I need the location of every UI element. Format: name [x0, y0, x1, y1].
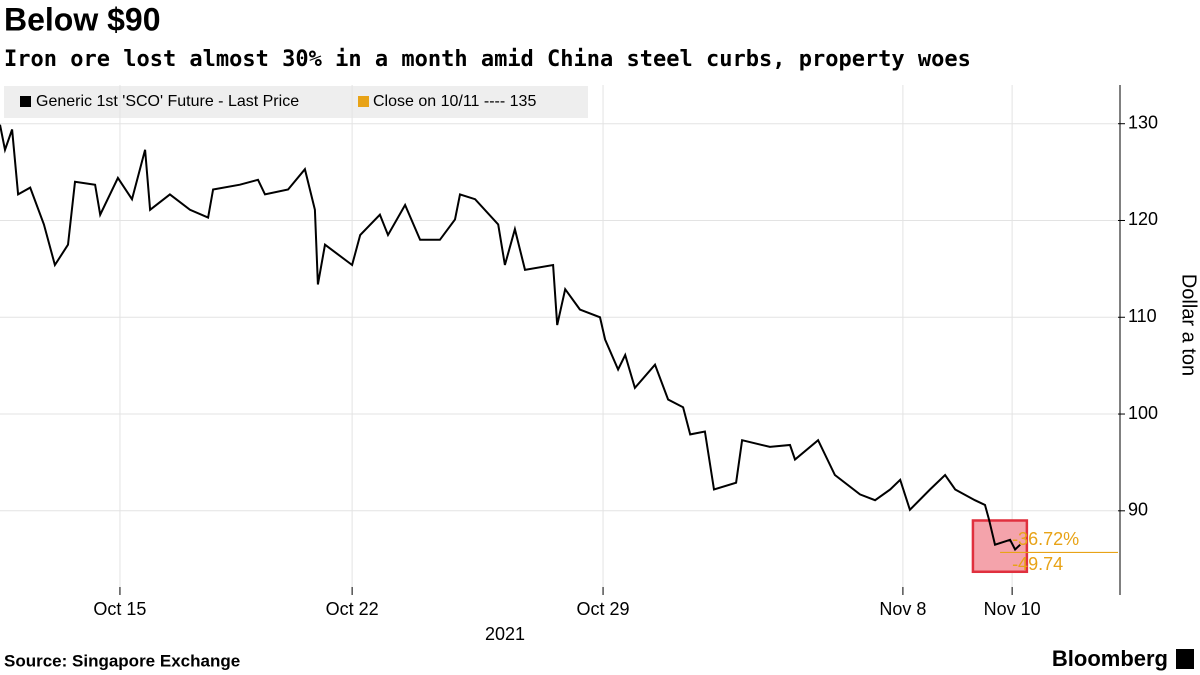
x-tick-label: Oct 22	[326, 599, 379, 619]
x-tick-label: Nov 10	[984, 599, 1041, 619]
x-tick-label: Oct 29	[577, 599, 630, 619]
y-tick-label: 130	[1128, 112, 1158, 132]
x-tick-label: Nov 8	[879, 599, 926, 619]
chart-subtitle: Iron ore lost almost 30% in a month amid…	[4, 47, 971, 72]
legend-label: Generic 1st 'SCO' Future - Last Price	[36, 93, 299, 110]
y-tick-label: 110	[1128, 306, 1157, 326]
x-axis-label: 2021	[485, 624, 525, 644]
brand-icon	[1176, 649, 1194, 669]
x-tick-label: Oct 15	[93, 599, 146, 619]
annotation: -49.74	[1012, 554, 1063, 574]
y-tick-label: 120	[1128, 209, 1158, 229]
legend-box	[4, 86, 588, 118]
legend-swatch	[20, 96, 31, 107]
legend-label: Close on 10/11 ---- 135	[373, 93, 536, 110]
source: Source: Singapore Exchange	[4, 651, 240, 670]
y-tick-label: 100	[1128, 403, 1158, 423]
annotation: -36.72%	[1012, 529, 1079, 549]
y-tick-label: 90	[1128, 500, 1148, 520]
brand: Bloomberg	[1052, 646, 1168, 671]
y-axis-label: Dollar a ton	[1178, 274, 1200, 376]
chart-title: Below $90	[4, 1, 161, 37]
price-line	[0, 124, 1021, 552]
legend-swatch	[358, 96, 369, 107]
